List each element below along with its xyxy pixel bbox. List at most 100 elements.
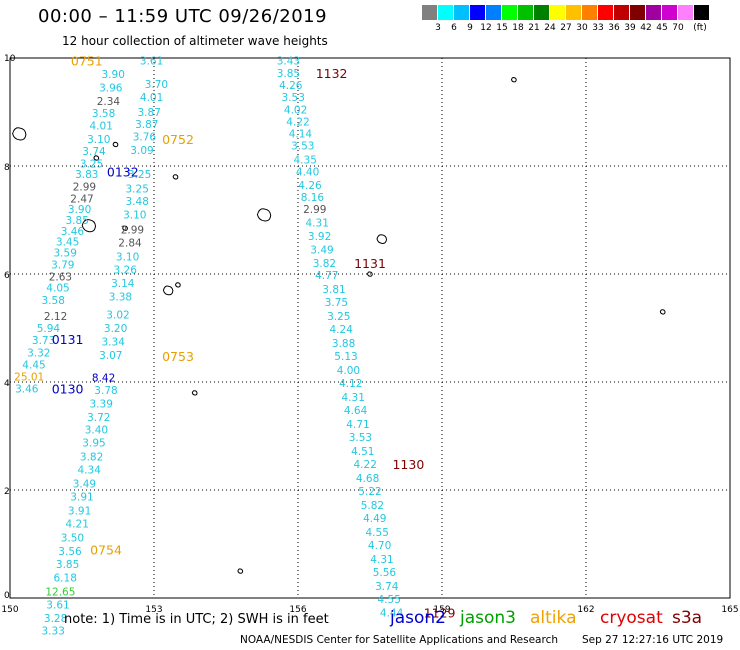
color-swatch: [454, 5, 469, 20]
color-swatch: [630, 5, 645, 20]
color-scale-label: 24: [544, 23, 556, 33]
color-scale-bar: [422, 5, 710, 20]
pass-time-label: 0754: [90, 542, 122, 557]
wave-height-value: 3.53: [282, 92, 305, 104]
wave-height-value: 3.74: [375, 581, 399, 593]
pass-time-label: 0131: [52, 332, 84, 347]
color-scale-label: 39: [624, 23, 636, 33]
y-tick-label: 0: [4, 591, 10, 601]
wave-height-value: 2.34: [97, 96, 121, 108]
wave-height-value: 2.63: [49, 272, 72, 284]
x-tick-label: 162: [577, 605, 594, 615]
wave-height-value: 3.85: [66, 215, 89, 227]
island-outline: [376, 234, 388, 244]
wave-height-value: 3.91: [70, 491, 93, 503]
wave-height-value: 3.72: [87, 412, 110, 424]
map-subtitle: 12 hour collection of altimeter wave hei…: [62, 34, 328, 48]
island-outline: [112, 141, 119, 148]
color-swatch: [582, 5, 597, 20]
wave-height-value: 4.24: [330, 324, 354, 336]
wave-height-value: 4.12: [339, 378, 362, 390]
color-swatch: [438, 5, 453, 20]
wave-height-value: 3.82: [80, 452, 103, 464]
color-swatch: [502, 5, 517, 20]
island-outline: [162, 285, 174, 296]
wave-height-value: 4.34: [78, 464, 102, 476]
color-swatch: [486, 5, 501, 20]
wave-height-value: 4.77: [315, 270, 338, 282]
y-tick-label: 10: [4, 54, 16, 64]
footnote: note: 1) Time is in UTC; 2) SWH is in fe…: [64, 612, 329, 627]
wave-height-value: 3.92: [308, 231, 331, 243]
y-tick-label: 4: [4, 379, 10, 389]
wave-height-value: 4.40: [296, 166, 319, 178]
color-scale-label: 12: [480, 23, 492, 33]
wave-height-value: 5.22: [358, 486, 381, 498]
color-scale-label: 33: [592, 23, 604, 33]
wave-height-value: 4.68: [356, 473, 379, 485]
wave-height-value: 4.64: [344, 405, 368, 417]
wave-height-value: 3.85: [277, 68, 300, 80]
wave-height-value: 3.81: [322, 284, 345, 296]
pass-time-label: 0752: [162, 132, 194, 147]
wave-height-value: 3.26: [114, 265, 138, 277]
wave-height-value: 3.10: [123, 210, 146, 222]
map-grid: [10, 58, 730, 598]
pass-time-label: 1132: [316, 66, 348, 81]
wave-height-value: 3.90: [68, 204, 91, 216]
wave-height-value: 4.00: [337, 365, 360, 377]
wave-height-value: 3.25: [327, 311, 350, 323]
wave-height-value: 4.51: [351, 446, 374, 458]
wave-height-value: 3.74: [82, 146, 106, 158]
island-outline: [659, 309, 666, 315]
wave-height-value: 3.91: [68, 506, 91, 518]
wave-height-value: 3.46: [15, 383, 39, 395]
wave-height-value: 5.56: [373, 567, 397, 579]
wave-height-value: 3.07: [99, 350, 122, 362]
wave-height-value: 3.25: [80, 158, 103, 170]
wave-height-value: 4.55: [366, 527, 389, 539]
pass-time-label: 1130: [392, 457, 424, 472]
wave-height-value: 2.99: [73, 182, 96, 194]
color-scale-label: 9: [467, 23, 473, 33]
island-outline: [191, 390, 198, 396]
island-outline: [237, 568, 244, 574]
island-outline: [81, 219, 97, 233]
color-scale-label: 70: [672, 23, 684, 33]
wave-height-value: 4.31: [306, 218, 329, 230]
color-scale-label: 36: [608, 23, 620, 33]
wave-height-value: 3.48: [126, 196, 149, 208]
legend-item-s3a: s3a: [672, 608, 703, 628]
wave-height-value: 3.02: [106, 310, 129, 322]
pass-time-label: 1129: [424, 606, 456, 621]
legend-item-cryosat: cryosat: [600, 608, 663, 628]
x-tick-label: 159: [433, 605, 450, 615]
x-tick-label: 156: [289, 605, 306, 615]
color-swatch: [678, 5, 693, 20]
color-scale-label: (ft): [693, 23, 707, 33]
x-tick-label: 150: [1, 605, 18, 615]
wave-height-value: 3.50: [61, 533, 84, 545]
wave-height-value: 3.53: [349, 432, 372, 444]
pass-time-label: 0753: [162, 349, 194, 364]
wave-height-value: 3.95: [82, 437, 105, 449]
wave-height-value: 3.33: [42, 625, 65, 637]
pass-time-label: 0751: [71, 54, 103, 69]
color-scale-label: 18: [512, 23, 524, 33]
wave-height-value: 8.16: [301, 192, 325, 204]
wave-height-value: 2.99: [121, 225, 144, 237]
color-scale-label: 42: [640, 23, 652, 33]
wave-height-value: 3.78: [94, 385, 117, 397]
wave-height-value: 3.28: [44, 613, 67, 625]
wave-height-value: 4.22: [354, 459, 377, 471]
pass-time-label: 1131: [354, 256, 386, 271]
wave-height-value: 3.83: [75, 169, 98, 181]
generation-timestamp: Sep 27 12:27:16 UTC 2019: [582, 634, 724, 646]
island-outline: [174, 282, 181, 288]
wave-height-value: 3.38: [109, 292, 132, 304]
wave-height-value: 4.02: [284, 104, 307, 116]
color-swatch: [550, 5, 565, 20]
wave-height-value: 3.10: [116, 252, 139, 264]
wave-height-value: 4.45: [22, 360, 45, 372]
